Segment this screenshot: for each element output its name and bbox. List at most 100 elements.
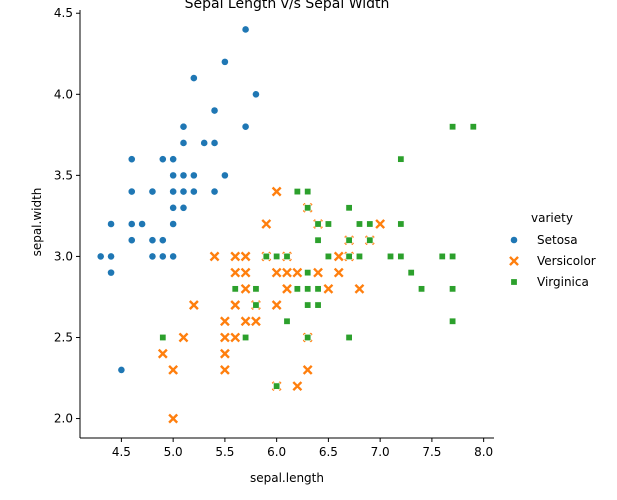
point-versicolor bbox=[240, 251, 251, 262]
point-versicolor bbox=[282, 283, 292, 294]
point-setosa bbox=[148, 236, 157, 245]
point-setosa bbox=[210, 106, 219, 115]
point-virginica bbox=[449, 285, 457, 293]
point-virginica bbox=[304, 188, 312, 196]
point-virginica bbox=[418, 285, 426, 293]
point-versicolor bbox=[251, 316, 261, 327]
point-setosa bbox=[127, 187, 136, 196]
point-versicolor bbox=[302, 365, 313, 375]
point-versicolor bbox=[220, 316, 230, 327]
x-axis-label: sepal.length bbox=[250, 471, 324, 485]
point-versicolor bbox=[271, 186, 282, 197]
point-versicolor bbox=[230, 267, 241, 278]
point-setosa bbox=[169, 252, 178, 261]
point-virginica bbox=[304, 269, 312, 277]
point-setosa bbox=[179, 203, 188, 212]
x-tick-label: 8.0 bbox=[474, 445, 493, 459]
point-versicolor bbox=[240, 316, 251, 327]
point-versicolor bbox=[375, 219, 386, 229]
point-versicolor bbox=[188, 300, 199, 310]
point-setosa bbox=[158, 155, 167, 164]
y-tick-label: 4.5 bbox=[54, 6, 73, 20]
point-setosa bbox=[169, 187, 178, 196]
legend-items: Setosa Versicolor Virginica bbox=[509, 233, 596, 289]
point-virginica bbox=[397, 252, 405, 260]
legend-item-versicolor: Versicolor bbox=[509, 254, 596, 268]
legend-label-setosa: Setosa bbox=[537, 233, 578, 247]
point-virginica bbox=[304, 285, 312, 293]
point-setosa bbox=[179, 171, 188, 180]
point-setosa bbox=[241, 25, 250, 34]
point-versicolor bbox=[157, 348, 168, 359]
legend-item-virginica: Virginica bbox=[510, 275, 589, 289]
x-tick-label: 6.5 bbox=[319, 445, 338, 459]
point-setosa bbox=[210, 139, 219, 147]
point-virginica bbox=[242, 333, 250, 341]
point-setosa bbox=[179, 122, 188, 131]
point-virginica bbox=[324, 252, 332, 260]
point-versicolor bbox=[209, 251, 220, 262]
data-points bbox=[96, 25, 477, 424]
point-virginica bbox=[366, 220, 374, 228]
point-virginica bbox=[438, 252, 446, 260]
point-versicolor bbox=[230, 251, 241, 262]
point-setosa bbox=[210, 187, 219, 196]
point-virginica bbox=[304, 333, 312, 341]
point-versicolor bbox=[323, 283, 334, 294]
point-virginica bbox=[345, 236, 353, 244]
point-versicolor bbox=[271, 300, 282, 310]
point-setosa bbox=[138, 220, 146, 228]
point-virginica bbox=[345, 252, 353, 260]
point-setosa bbox=[107, 252, 115, 261]
point-setosa bbox=[189, 187, 198, 196]
point-versicolor bbox=[220, 332, 230, 343]
point-virginica bbox=[397, 220, 405, 228]
point-virginica bbox=[314, 285, 322, 293]
point-setosa bbox=[169, 220, 178, 228]
point-versicolor bbox=[292, 381, 303, 392]
point-setosa bbox=[189, 171, 198, 180]
point-versicolor bbox=[333, 251, 344, 262]
point-virginica bbox=[449, 252, 457, 260]
series-setosa bbox=[96, 25, 260, 374]
point-setosa bbox=[127, 236, 136, 245]
x-tick-label: 7.0 bbox=[371, 445, 390, 459]
point-setosa bbox=[127, 220, 136, 228]
point-virginica bbox=[273, 252, 281, 260]
point-versicolor bbox=[333, 267, 344, 278]
legend-label-versicolor: Versicolor bbox=[537, 254, 596, 268]
point-virginica bbox=[345, 333, 353, 341]
legend-marker-setosa bbox=[510, 236, 518, 244]
series-versicolor bbox=[157, 186, 386, 424]
point-versicolor bbox=[240, 267, 251, 278]
point-setosa bbox=[169, 203, 178, 212]
axes-frame bbox=[79, 10, 494, 439]
point-setosa bbox=[158, 252, 167, 261]
point-versicolor bbox=[313, 267, 323, 278]
point-setosa bbox=[107, 220, 115, 228]
point-virginica bbox=[386, 252, 394, 260]
point-virginica bbox=[231, 285, 239, 293]
legend-title: variety bbox=[531, 211, 573, 225]
point-setosa bbox=[96, 252, 105, 261]
point-virginica bbox=[262, 252, 270, 260]
point-virginica bbox=[304, 301, 312, 309]
y-axis-label: sepal.width bbox=[30, 188, 44, 257]
point-versicolor bbox=[230, 300, 241, 310]
point-versicolor bbox=[271, 267, 282, 278]
point-versicolor bbox=[168, 365, 179, 375]
legend: variety Setosa Versicolor Virginica bbox=[509, 211, 596, 289]
x-tick-label: 7.5 bbox=[422, 445, 441, 459]
point-virginica bbox=[283, 252, 291, 260]
point-versicolor bbox=[354, 283, 365, 294]
point-setosa bbox=[169, 171, 178, 180]
point-virginica bbox=[252, 285, 260, 293]
point-versicolor bbox=[282, 267, 292, 278]
y-tick-label: 4.0 bbox=[54, 87, 73, 101]
x-tick-label: 6.0 bbox=[267, 445, 286, 459]
point-setosa bbox=[189, 74, 198, 82]
point-virginica bbox=[252, 301, 260, 309]
point-setosa bbox=[127, 155, 136, 164]
point-versicolor bbox=[240, 283, 251, 294]
